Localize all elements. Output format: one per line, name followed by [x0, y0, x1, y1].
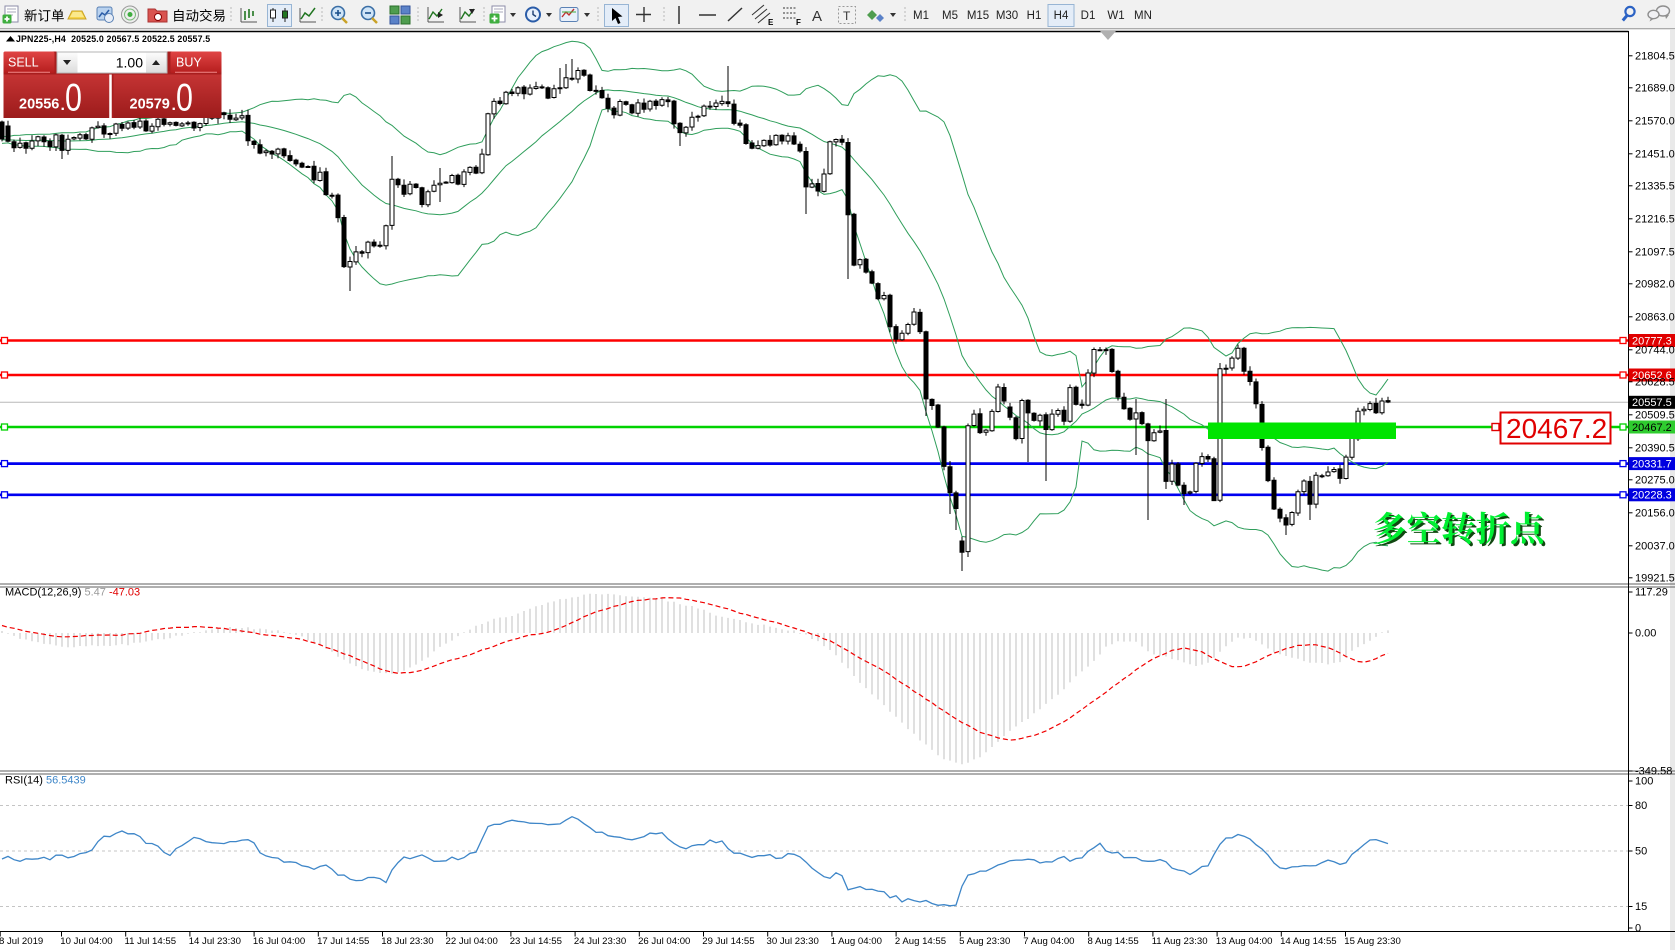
svg-text:20390.5: 20390.5 [1635, 442, 1675, 454]
svg-text:17 Jul 14:55: 17 Jul 14:55 [317, 936, 369, 947]
svg-text:22 Jul 04:00: 22 Jul 04:00 [446, 936, 498, 947]
svg-text:0: 0 [1635, 923, 1641, 935]
svg-text:30 Jul 23:30: 30 Jul 23:30 [767, 936, 819, 947]
svg-text:H4: H4 [1054, 10, 1069, 22]
svg-text:20275.0: 20275.0 [1635, 474, 1675, 486]
svg-text:29 Jul 14:55: 29 Jul 14:55 [702, 936, 754, 947]
svg-text:1 Aug 04:00: 1 Aug 04:00 [831, 936, 882, 947]
svg-text:10 Jul 04:00: 10 Jul 04:00 [60, 936, 112, 947]
svg-text:21097.5: 21097.5 [1635, 246, 1675, 258]
svg-text:20744.0: 20744.0 [1635, 344, 1675, 356]
svg-text:21570.0: 21570.0 [1635, 115, 1675, 127]
svg-text:D1: D1 [1081, 10, 1096, 22]
svg-text:0: 0 [176, 76, 193, 119]
svg-text:14 Aug 14:55: 14 Aug 14:55 [1280, 936, 1337, 947]
svg-text:20777.3: 20777.3 [1632, 335, 1672, 347]
svg-text:20331.7: 20331.7 [1632, 458, 1672, 470]
svg-text:-349.58: -349.58 [1635, 766, 1672, 778]
svg-text:26 Jul 04:00: 26 Jul 04:00 [638, 936, 690, 947]
svg-text:20556: 20556 [19, 97, 59, 113]
svg-text:21689.0: 21689.0 [1635, 82, 1675, 94]
svg-text:0: 0 [65, 76, 82, 119]
svg-text:JPN225-,H4 20525.0 20567.5 20: JPN225-,H4 20525.0 20567.5 20522.5 20557… [16, 34, 210, 44]
svg-text:M30: M30 [996, 10, 1018, 22]
svg-text:0.00: 0.00 [1635, 628, 1656, 640]
svg-text:E: E [768, 18, 774, 27]
svg-text:19921.5: 19921.5 [1635, 572, 1675, 584]
svg-text:11 Jul 14:55: 11 Jul 14:55 [125, 936, 177, 947]
svg-text:16 Jul 04:00: 16 Jul 04:00 [253, 936, 305, 947]
svg-text:20467.2: 20467.2 [1506, 413, 1607, 444]
svg-text:20557.5: 20557.5 [1632, 397, 1672, 409]
svg-text:13 Aug 04:00: 13 Aug 04:00 [1216, 936, 1273, 947]
svg-text:21335.5: 21335.5 [1635, 180, 1675, 192]
svg-text:23 Jul 14:55: 23 Jul 14:55 [510, 936, 562, 947]
svg-text:M15: M15 [967, 10, 989, 22]
svg-text:20579: 20579 [130, 97, 170, 113]
svg-text:15 Aug 23:30: 15 Aug 23:30 [1344, 936, 1401, 947]
svg-text:2 Aug 14:55: 2 Aug 14:55 [895, 936, 946, 947]
svg-text:18 Jul 23:30: 18 Jul 23:30 [381, 936, 433, 947]
svg-text:80: 80 [1635, 800, 1647, 812]
svg-text:MN: MN [1134, 10, 1152, 22]
svg-text:20509.5: 20509.5 [1635, 409, 1675, 421]
svg-text:MACD(12,26,9) 5.47 -47.03: MACD(12,26,9) 5.47 -47.03 [5, 587, 140, 599]
svg-text:20156.0: 20156.0 [1635, 507, 1675, 519]
svg-text:21804.5: 21804.5 [1635, 50, 1675, 62]
svg-text:20863.0: 20863.0 [1635, 311, 1675, 323]
svg-text:M5: M5 [942, 10, 958, 22]
svg-text:H1: H1 [1027, 10, 1042, 22]
svg-text:A: A [812, 8, 822, 25]
svg-text:20228.3: 20228.3 [1632, 490, 1672, 502]
svg-text:BUY: BUY [176, 56, 202, 70]
svg-text:20467.2: 20467.2 [1632, 422, 1672, 434]
svg-text:24 Jul 23:30: 24 Jul 23:30 [574, 936, 626, 947]
svg-text:.: . [172, 97, 176, 114]
svg-text:20982.0: 20982.0 [1635, 278, 1675, 290]
svg-text:5 Aug 23:30: 5 Aug 23:30 [959, 936, 1010, 947]
svg-text:20037.0: 20037.0 [1635, 540, 1675, 552]
svg-text:100: 100 [1635, 776, 1653, 788]
svg-text:117.29: 117.29 [1635, 587, 1668, 599]
svg-text:8 Jul 2019: 8 Jul 2019 [0, 936, 43, 947]
svg-text:M1: M1 [913, 10, 929, 22]
svg-text:8 Aug 14:55: 8 Aug 14:55 [1088, 936, 1139, 947]
svg-text:SELL: SELL [8, 56, 39, 70]
svg-text:RSI(14) 56.5439: RSI(14) 56.5439 [5, 775, 86, 787]
svg-text:21451.0: 21451.0 [1635, 148, 1675, 160]
svg-text:20628.5: 20628.5 [1635, 376, 1675, 388]
svg-text:21216.5: 21216.5 [1635, 213, 1675, 225]
svg-text:7 Aug 04:00: 7 Aug 04:00 [1023, 936, 1074, 947]
svg-text:11 Aug 23:30: 11 Aug 23:30 [1152, 936, 1208, 947]
svg-text:1.00: 1.00 [116, 55, 143, 71]
svg-text:W1: W1 [1107, 10, 1124, 22]
svg-text:15: 15 [1635, 901, 1647, 913]
svg-text:14 Jul 23:30: 14 Jul 23:30 [189, 936, 241, 947]
svg-text:F: F [796, 18, 801, 27]
svg-text:20652.6: 20652.6 [1632, 370, 1672, 382]
svg-text:50: 50 [1635, 846, 1647, 858]
svg-text:.: . [61, 97, 65, 114]
svg-text:T: T [843, 9, 851, 23]
